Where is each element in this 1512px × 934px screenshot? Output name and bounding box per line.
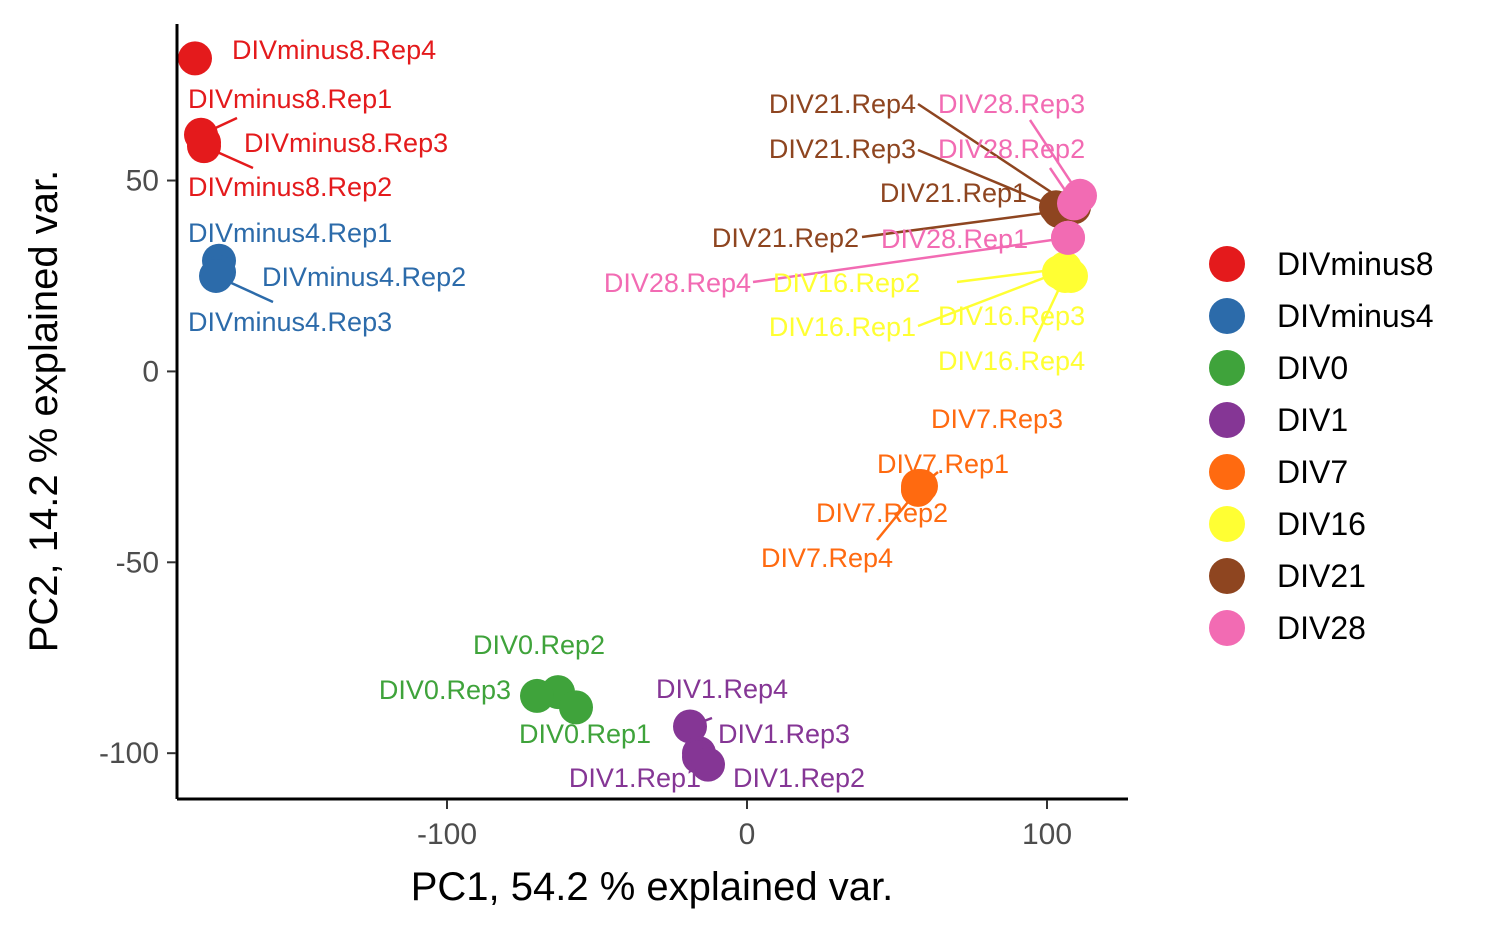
point-label: DIV1.Rep4 — [656, 674, 788, 704]
y-tick-label: -50 — [116, 546, 159, 579]
x-axis: -100 0 100 — [177, 797, 1128, 851]
legend-swatch — [1209, 298, 1245, 334]
point-label: DIV0.Rep2 — [473, 630, 605, 660]
data-point — [673, 709, 707, 744]
data-point — [691, 747, 725, 782]
legend-swatch — [1209, 558, 1245, 594]
point-label: DIVminus4.Rep3 — [188, 307, 392, 337]
y-tick-label: 50 — [126, 165, 159, 198]
point-label: DIVminus8.Rep4 — [232, 35, 436, 65]
point-label: DIV21.Rep3 — [769, 134, 916, 164]
point-label: DIV28.Rep1 — [881, 224, 1028, 254]
point-label: DIV1.Rep2 — [733, 763, 865, 793]
label-connector-line — [917, 270, 1060, 328]
point-label: DIV1.Rep1 — [569, 763, 701, 793]
label-connector-line — [917, 102, 1075, 209]
data-point — [559, 690, 593, 725]
data-point — [187, 129, 221, 164]
point-label: DIVminus8.Rep3 — [244, 128, 448, 158]
point-label: DIV16.Rep4 — [938, 346, 1085, 376]
x-tick-label: 100 — [1022, 818, 1072, 851]
legend-label: DIV16 — [1277, 506, 1366, 542]
data-point — [520, 678, 554, 713]
point-label: DIV0.Rep3 — [379, 675, 511, 705]
x-axis-title: PC1, 54.2 % explained var. — [411, 865, 894, 909]
point-label: DIV28.Rep2 — [938, 134, 1085, 164]
data-point — [178, 41, 212, 76]
legend-label: DIV0 — [1277, 350, 1348, 386]
point-label: DIVminus8.Rep2 — [188, 172, 392, 202]
point-label: DIV16.Rep2 — [773, 268, 920, 298]
point-label: DIV7.Rep2 — [816, 498, 948, 528]
point-label: DIVminus8.Rep1 — [188, 84, 392, 114]
point-label: DIV7.Rep1 — [877, 449, 1009, 479]
legend-label: DIVminus8 — [1277, 246, 1434, 282]
point-label: DIVminus4.Rep2 — [262, 262, 466, 292]
point-label: DIV16.Rep3 — [938, 301, 1085, 331]
data-point — [1051, 220, 1085, 255]
plot-area: DIVminus8.Rep4 DIVminus8.Rep1 DIVminus8.Re… — [178, 35, 1097, 793]
y-axis-title: PC2, 14.2 % explained var. — [22, 170, 66, 653]
data-point — [199, 258, 233, 293]
legend-label: DIV28 — [1277, 610, 1366, 646]
point-label: DIVminus4.Rep1 — [188, 218, 392, 248]
label-connector-line — [752, 236, 1069, 284]
legend-label: DIVminus4 — [1277, 298, 1434, 334]
y-tick-label: -100 — [99, 737, 159, 770]
legend-swatch — [1209, 350, 1245, 386]
point-label: DIV21.Rep2 — [712, 223, 859, 253]
legend-swatch — [1209, 610, 1245, 646]
point-labels: DIVminus8.Rep4 DIVminus8.Rep1 DIVminus8.Re… — [188, 35, 1085, 793]
legend-label: DIV7 — [1277, 454, 1348, 490]
point-label: DIV28.Rep4 — [604, 268, 751, 298]
data-point — [901, 472, 935, 507]
x-tick-label: 0 — [739, 818, 756, 851]
legend-swatch — [1209, 246, 1245, 282]
x-tick-label: -100 — [417, 818, 477, 851]
legend: DIVminus8 DIVminus4 DIV0 DIV1 DIV7 DIV16 DIV21… — [1209, 246, 1434, 646]
point-label: DIV7.Rep4 — [761, 543, 893, 573]
data-point — [1057, 186, 1091, 221]
label-connector-line — [861, 209, 1060, 239]
legend-label: DIV21 — [1277, 558, 1366, 594]
data-point — [1048, 258, 1082, 293]
y-tick-label: 0 — [142, 355, 159, 388]
legend-swatch — [1209, 402, 1245, 438]
legend-swatch — [1209, 506, 1245, 542]
legend-label: DIV1 — [1277, 402, 1348, 438]
point-label: DIV16.Rep1 — [769, 312, 916, 342]
point-label: DIV1.Rep3 — [718, 719, 850, 749]
point-label: DIV28.Rep3 — [938, 89, 1085, 119]
point-label: DIV0.Rep1 — [519, 719, 651, 749]
data-points — [178, 41, 1097, 782]
legend-swatch — [1209, 454, 1245, 490]
point-label: DIV21.Rep1 — [880, 178, 1027, 208]
point-label: DIV21.Rep4 — [769, 89, 916, 119]
point-label: DIV7.Rep3 — [931, 404, 1063, 434]
y-axis: -100 -50 0 50 — [99, 24, 179, 799]
